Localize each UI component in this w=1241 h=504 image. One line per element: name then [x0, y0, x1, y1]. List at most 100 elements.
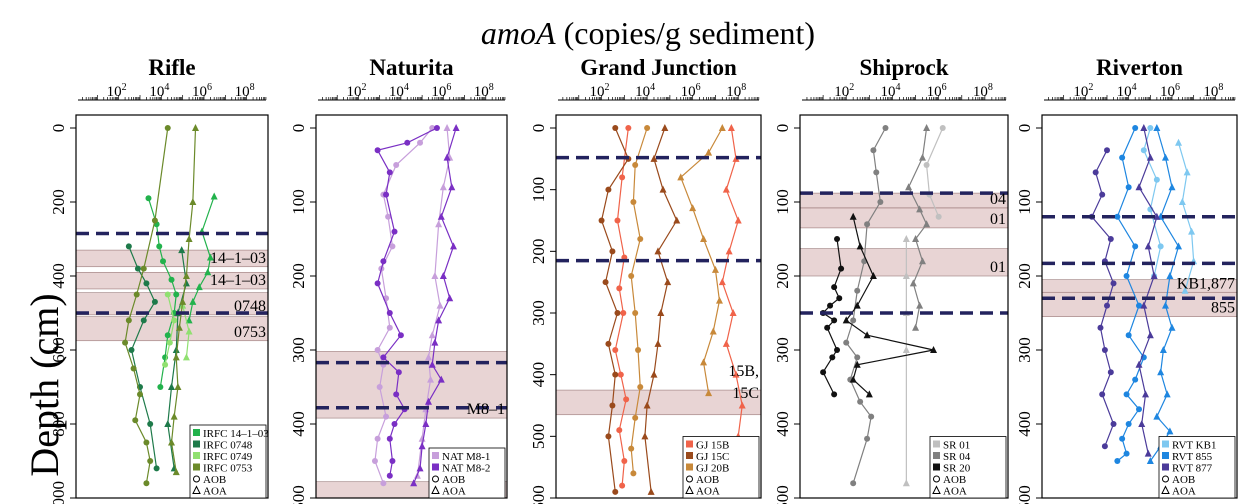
data-point — [609, 248, 616, 255]
band-label: 14–1–03 — [210, 272, 266, 289]
data-point — [391, 421, 398, 427]
data-point — [1153, 124, 1161, 131]
data-point — [168, 438, 176, 446]
legend-marker-label: AOB — [1172, 474, 1195, 486]
legend-swatch — [432, 452, 439, 459]
depth-band — [1042, 291, 1237, 317]
data-point — [380, 480, 387, 487]
legend-marker-label: AOA — [943, 486, 967, 498]
data-point — [849, 212, 857, 220]
data-point — [619, 174, 626, 181]
legend-marker-circle-icon — [432, 475, 439, 483]
depth-band — [800, 207, 1008, 229]
data-point — [829, 354, 836, 361]
data-point — [140, 265, 147, 272]
data-point — [621, 458, 628, 464]
data-point — [416, 464, 424, 472]
data-point — [734, 216, 742, 224]
data-point — [905, 183, 913, 191]
data-point — [647, 487, 655, 495]
legend-marker-label: AOA — [1172, 486, 1196, 498]
data-point — [424, 353, 432, 361]
plot-frame — [75, 114, 269, 499]
x-tick-label: 108 — [973, 82, 993, 100]
legend-marker-circle-icon — [933, 475, 940, 483]
legend-marker-triangle-icon — [431, 485, 440, 494]
band-label: 04 — [990, 191, 1006, 208]
y-tick-label: 400 — [49, 263, 68, 289]
legend-label: IRFC 0753 — [203, 463, 253, 475]
y-tick-label: 300 — [1015, 337, 1034, 363]
band-label: M8–1 — [467, 401, 505, 418]
legend-label: NAT M8-1 — [442, 451, 490, 463]
data-point — [137, 391, 143, 398]
data-point — [1110, 421, 1117, 427]
data-point — [854, 287, 861, 294]
data-point — [140, 317, 147, 324]
data-point — [902, 479, 910, 487]
data-point — [1114, 458, 1121, 464]
data-point — [849, 375, 857, 383]
data-point — [1157, 243, 1164, 250]
data-point — [189, 297, 197, 305]
y-tick-label: 200 — [289, 263, 308, 289]
legend-swatch — [686, 463, 693, 471]
legend-box — [929, 436, 1007, 499]
data-point — [1181, 286, 1189, 294]
data-point — [424, 397, 432, 405]
data-point — [673, 216, 681, 224]
data-point — [705, 148, 713, 156]
legend-swatch — [193, 452, 200, 459]
x-tick-label: 102 — [346, 82, 366, 100]
x-tick-label: 102 — [107, 82, 127, 100]
data-point — [1123, 391, 1130, 398]
data-point — [632, 414, 639, 421]
data-point — [857, 398, 864, 405]
data-point — [1153, 212, 1161, 220]
data-point — [1138, 420, 1146, 427]
data-point — [428, 360, 436, 368]
plot-frame — [555, 114, 762, 499]
data-point — [820, 369, 827, 376]
panel-shiprock: 04 01 01 Shiprock 102 104 106 108 0 100 200 300 400 5… — [773, 55, 1009, 504]
x-tick-label: 104 — [635, 82, 655, 100]
data-point — [1110, 280, 1117, 287]
plot-area-naturita: M8–1M8–1 — [316, 124, 507, 498]
data-point — [153, 465, 160, 472]
plot-area-rifle: 14–1–03 14–1–03 0748 0753 — [76, 124, 268, 487]
data-point — [700, 358, 708, 366]
data-point — [182, 353, 190, 361]
y-tick-label: 300 — [289, 337, 308, 363]
data-point — [1104, 147, 1110, 154]
data-point — [182, 272, 190, 279]
data-point — [616, 427, 623, 434]
y-tick-label: 400 — [529, 362, 548, 388]
data-point — [935, 213, 942, 220]
depth-band — [556, 389, 761, 416]
data-point — [397, 332, 404, 339]
data-point — [661, 124, 669, 131]
data-point — [1166, 272, 1174, 279]
data-point — [448, 183, 456, 191]
data-point — [1125, 184, 1132, 191]
data-point — [598, 217, 605, 224]
y-tick-label: 400 — [773, 411, 792, 437]
data-point — [1144, 449, 1152, 457]
data-point — [616, 285, 623, 292]
panel-title: Riverton — [1096, 55, 1183, 80]
legend-swatch — [193, 440, 200, 448]
legend-swatch — [933, 452, 940, 459]
band-label: 01 — [990, 259, 1006, 276]
x-tick-label: 102 — [834, 82, 854, 100]
y-tick-label: 800 — [49, 411, 68, 437]
data-point — [172, 353, 180, 361]
data-point — [923, 124, 931, 131]
data-point — [374, 347, 381, 353]
data-point — [1123, 273, 1130, 279]
data-point — [1175, 138, 1183, 146]
data-point — [125, 243, 132, 250]
data-point — [133, 291, 140, 298]
